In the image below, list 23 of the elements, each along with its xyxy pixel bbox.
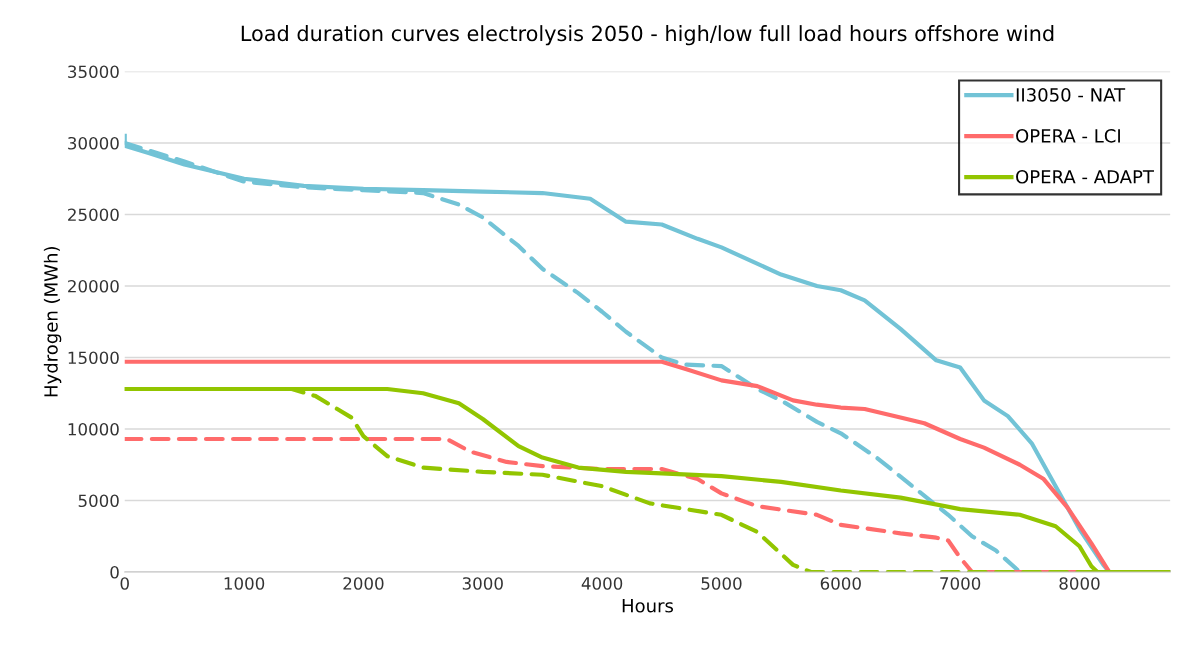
- x-tick-label: 5000: [701, 577, 742, 590]
- x-tick-label: 4000: [581, 577, 623, 590]
- x-tick-label: 0: [120, 577, 129, 590]
- y-axis-title: Hydrogen (MWh): [43, 247, 62, 397]
- chart-title: Load duration curves electrolysis 2050 - high/low full load hours offshore wind: [241, 25, 1054, 46]
- legend-label: OPERA - ADAPT: [1016, 169, 1154, 184]
- y-tick-label: 15000: [68, 351, 119, 365]
- y-tick-label: 10000: [68, 422, 119, 436]
- x-tick-label: 7000: [940, 577, 981, 590]
- legend-label: OPERA - LCI: [1016, 129, 1120, 143]
- y-tick-label: 0: [110, 565, 119, 579]
- x-tick-label: 3000: [462, 577, 503, 590]
- y-tick-label: 30000: [68, 136, 119, 150]
- x-axis-title: Hours: [622, 599, 674, 613]
- y-tick-label: 25000: [68, 208, 119, 222]
- x-tick-label: 6000: [820, 577, 861, 590]
- y-tick-label: 20000: [68, 279, 119, 293]
- y-tick-label: 5000: [78, 494, 119, 508]
- legend-label: II3050 - NAT: [1016, 88, 1126, 102]
- y-tick-label: 35000: [68, 65, 119, 79]
- x-tick-label: 8000: [1059, 577, 1100, 590]
- x-tick-label: 1000: [224, 577, 265, 590]
- x-tick-label: 2000: [343, 577, 384, 590]
